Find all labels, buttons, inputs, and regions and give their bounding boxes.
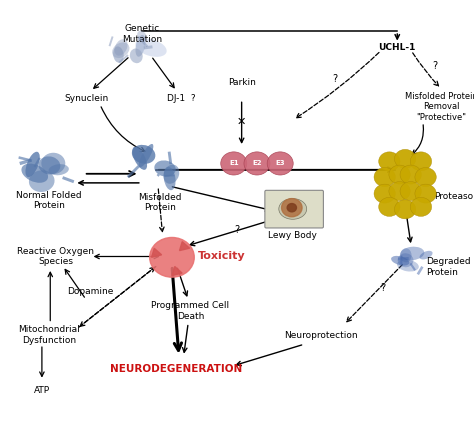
Ellipse shape (400, 247, 424, 260)
Text: Proteasome: Proteasome (434, 192, 474, 201)
Circle shape (415, 184, 436, 203)
Text: Normal Folded
Protein: Normal Folded Protein (16, 191, 82, 210)
Ellipse shape (164, 167, 175, 190)
Ellipse shape (130, 49, 143, 63)
Ellipse shape (26, 152, 40, 177)
Circle shape (379, 152, 400, 171)
Ellipse shape (29, 170, 55, 192)
Circle shape (379, 197, 400, 216)
Circle shape (267, 152, 293, 175)
Circle shape (389, 181, 410, 200)
Ellipse shape (136, 35, 146, 57)
Circle shape (244, 152, 270, 175)
Text: Dopamine: Dopamine (67, 287, 114, 296)
Circle shape (400, 165, 421, 184)
Text: ?: ? (235, 225, 239, 235)
Text: Misfolded
Protein: Misfolded Protein (138, 193, 182, 212)
Text: Mitochondrial
Dysfunction: Mitochondrial Dysfunction (18, 325, 80, 345)
Text: Genetic
Mutation: Genetic Mutation (122, 24, 162, 43)
Ellipse shape (164, 165, 179, 184)
Text: ATP: ATP (34, 387, 50, 395)
Text: Synuclein: Synuclein (64, 94, 108, 103)
Text: NEURODEGENERATION: NEURODEGENERATION (110, 364, 243, 374)
Ellipse shape (137, 31, 146, 41)
Circle shape (221, 152, 247, 175)
Ellipse shape (114, 39, 128, 56)
Circle shape (394, 149, 416, 168)
Circle shape (394, 200, 416, 219)
Circle shape (150, 238, 194, 277)
Ellipse shape (398, 253, 413, 267)
Text: ?: ? (381, 282, 386, 292)
Ellipse shape (112, 42, 129, 58)
Ellipse shape (419, 251, 433, 260)
Ellipse shape (41, 153, 65, 174)
Text: Toxicity: Toxicity (198, 252, 245, 262)
Ellipse shape (155, 160, 176, 176)
Ellipse shape (132, 147, 147, 170)
Circle shape (374, 184, 395, 203)
Text: E1: E1 (229, 160, 238, 166)
Text: ?: ? (432, 61, 437, 71)
Text: UCHL-1: UCHL-1 (379, 43, 416, 52)
Text: Misfolded Protein
Removal
"Protective": Misfolded Protein Removal "Protective" (405, 92, 474, 122)
Text: E2: E2 (252, 160, 262, 166)
Circle shape (415, 168, 436, 187)
Circle shape (410, 197, 432, 216)
Ellipse shape (113, 46, 124, 63)
Text: ?: ? (332, 74, 337, 84)
Circle shape (374, 168, 395, 187)
Text: DJ-1  ?: DJ-1 ? (167, 94, 196, 103)
Text: Parkin: Parkin (228, 78, 255, 87)
Circle shape (287, 203, 296, 212)
Ellipse shape (48, 164, 69, 175)
Text: Neuroprotection: Neuroprotection (284, 331, 357, 341)
Circle shape (282, 199, 302, 217)
Text: Lewy Body: Lewy Body (268, 231, 317, 240)
Ellipse shape (139, 144, 154, 167)
FancyBboxPatch shape (265, 190, 323, 228)
Ellipse shape (38, 156, 60, 174)
Circle shape (410, 152, 432, 171)
Ellipse shape (391, 256, 410, 265)
Ellipse shape (279, 199, 307, 219)
Text: Reactive Oxygen
Species: Reactive Oxygen Species (18, 247, 94, 266)
Ellipse shape (132, 145, 155, 164)
Ellipse shape (21, 164, 48, 183)
Ellipse shape (136, 38, 167, 57)
Text: Programmed Cell
Death: Programmed Cell Death (152, 301, 229, 321)
Ellipse shape (400, 248, 411, 262)
Circle shape (389, 165, 410, 184)
Text: E3: E3 (275, 160, 285, 166)
Text: ✕: ✕ (237, 117, 246, 127)
Circle shape (400, 181, 421, 200)
Text: Degraded
Protein: Degraded Protein (427, 257, 471, 276)
Ellipse shape (397, 260, 419, 271)
